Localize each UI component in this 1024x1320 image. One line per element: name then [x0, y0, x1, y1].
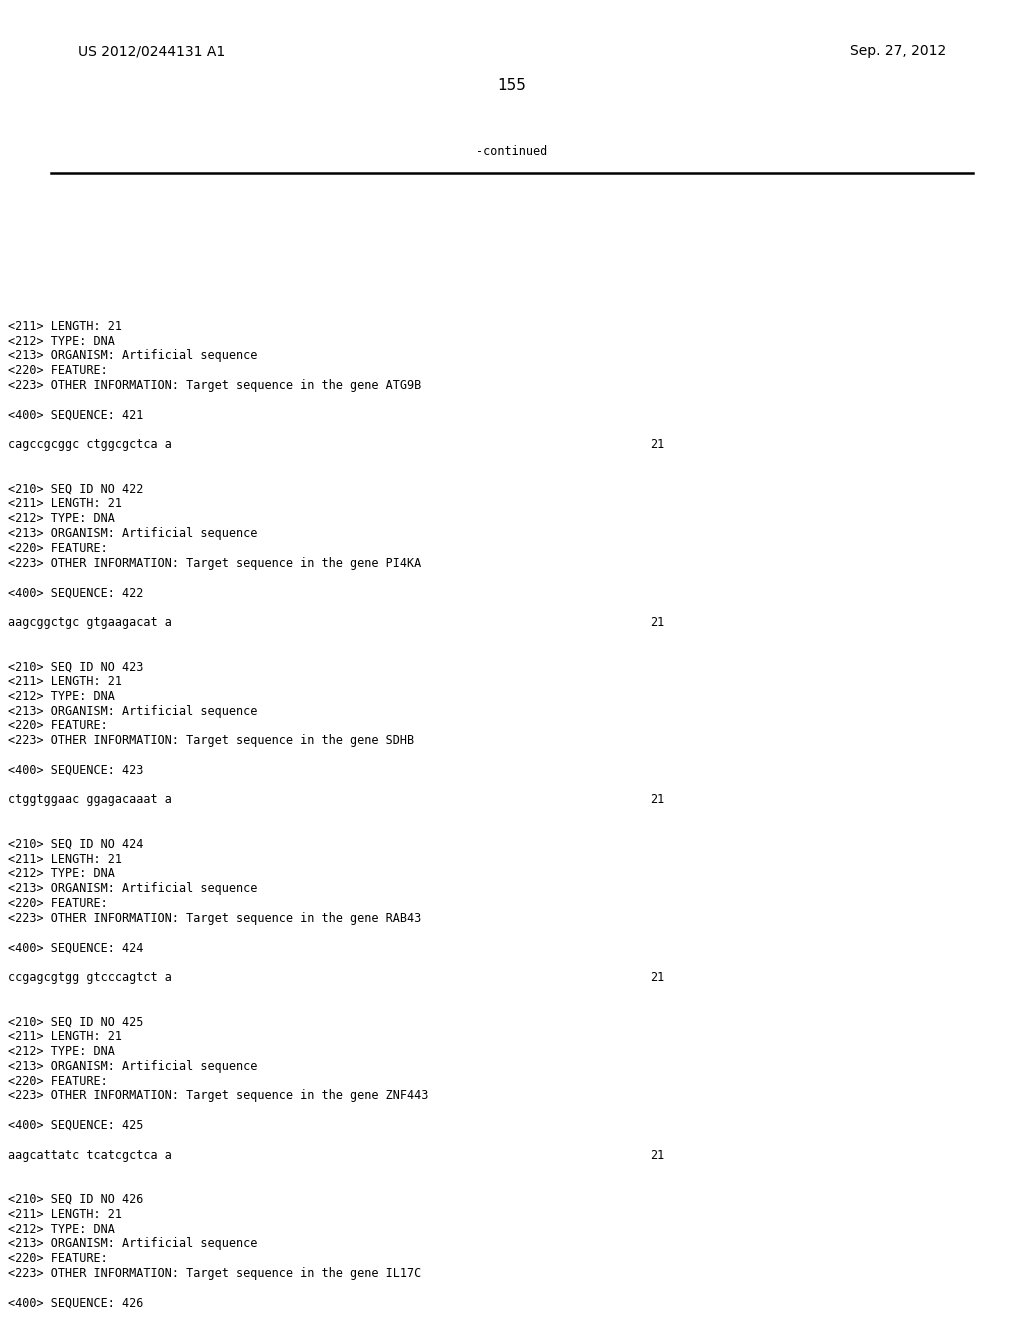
Text: <213> ORGANISM: Artificial sequence: <213> ORGANISM: Artificial sequence: [8, 882, 257, 895]
Text: <220> FEATURE:: <220> FEATURE:: [8, 1074, 108, 1088]
Text: <211> LENGTH: 21: <211> LENGTH: 21: [8, 853, 122, 866]
Text: ccgagcgtgg gtcccagtct a: ccgagcgtgg gtcccagtct a: [8, 972, 172, 983]
Text: <223> OTHER INFORMATION: Target sequence in the gene SDHB: <223> OTHER INFORMATION: Target sequence…: [8, 734, 414, 747]
Text: <220> FEATURE:: <220> FEATURE:: [8, 719, 108, 733]
Text: <210> SEQ ID NO 425: <210> SEQ ID NO 425: [8, 1015, 143, 1028]
Text: <223> OTHER INFORMATION: Target sequence in the gene IL17C: <223> OTHER INFORMATION: Target sequence…: [8, 1267, 421, 1280]
Text: <212> TYPE: DNA: <212> TYPE: DNA: [8, 867, 115, 880]
Text: 21: 21: [650, 438, 665, 451]
Text: <210> SEQ ID NO 423: <210> SEQ ID NO 423: [8, 660, 143, 673]
Text: 21: 21: [650, 793, 665, 807]
Text: Sep. 27, 2012: Sep. 27, 2012: [850, 44, 946, 58]
Text: <212> TYPE: DNA: <212> TYPE: DNA: [8, 690, 115, 702]
Text: <213> ORGANISM: Artificial sequence: <213> ORGANISM: Artificial sequence: [8, 350, 257, 363]
Text: <210> SEQ ID NO 422: <210> SEQ ID NO 422: [8, 483, 143, 495]
Text: <223> OTHER INFORMATION: Target sequence in the gene ZNF443: <223> OTHER INFORMATION: Target sequence…: [8, 1089, 428, 1102]
Text: <220> FEATURE:: <220> FEATURE:: [8, 898, 108, 909]
Text: <223> OTHER INFORMATION: Target sequence in the gene ATG9B: <223> OTHER INFORMATION: Target sequence…: [8, 379, 421, 392]
Text: <213> ORGANISM: Artificial sequence: <213> ORGANISM: Artificial sequence: [8, 705, 257, 718]
Text: <220> FEATURE:: <220> FEATURE:: [8, 1253, 108, 1265]
Text: <213> ORGANISM: Artificial sequence: <213> ORGANISM: Artificial sequence: [8, 527, 257, 540]
Text: <211> LENGTH: 21: <211> LENGTH: 21: [8, 319, 122, 333]
Text: <223> OTHER INFORMATION: Target sequence in the gene RAB43: <223> OTHER INFORMATION: Target sequence…: [8, 912, 421, 925]
Text: <210> SEQ ID NO 424: <210> SEQ ID NO 424: [8, 838, 143, 851]
Text: <211> LENGTH: 21: <211> LENGTH: 21: [8, 1208, 122, 1221]
Text: 21: 21: [650, 972, 665, 983]
Text: <400> SEQUENCE: 426: <400> SEQUENCE: 426: [8, 1296, 143, 1309]
Text: <212> TYPE: DNA: <212> TYPE: DNA: [8, 1045, 115, 1059]
Text: <211> LENGTH: 21: <211> LENGTH: 21: [8, 675, 122, 688]
Text: <400> SEQUENCE: 425: <400> SEQUENCE: 425: [8, 1119, 143, 1133]
Text: aagcggctgc gtgaagacat a: aagcggctgc gtgaagacat a: [8, 616, 172, 628]
Text: -continued: -continued: [476, 145, 548, 158]
Text: <212> TYPE: DNA: <212> TYPE: DNA: [8, 1222, 115, 1236]
Text: 155: 155: [498, 78, 526, 92]
Text: <212> TYPE: DNA: <212> TYPE: DNA: [8, 334, 115, 347]
Text: <400> SEQUENCE: 424: <400> SEQUENCE: 424: [8, 941, 143, 954]
Text: <213> ORGANISM: Artificial sequence: <213> ORGANISM: Artificial sequence: [8, 1060, 257, 1073]
Text: <400> SEQUENCE: 422: <400> SEQUENCE: 422: [8, 586, 143, 599]
Text: 21: 21: [650, 1148, 665, 1162]
Text: <223> OTHER INFORMATION: Target sequence in the gene PI4KA: <223> OTHER INFORMATION: Target sequence…: [8, 557, 421, 570]
Text: <211> LENGTH: 21: <211> LENGTH: 21: [8, 498, 122, 511]
Text: <212> TYPE: DNA: <212> TYPE: DNA: [8, 512, 115, 525]
Text: aagcattatc tcatcgctca a: aagcattatc tcatcgctca a: [8, 1148, 172, 1162]
Text: <400> SEQUENCE: 423: <400> SEQUENCE: 423: [8, 764, 143, 776]
Text: <213> ORGANISM: Artificial sequence: <213> ORGANISM: Artificial sequence: [8, 1237, 257, 1250]
Text: <211> LENGTH: 21: <211> LENGTH: 21: [8, 1030, 122, 1043]
Text: <400> SEQUENCE: 421: <400> SEQUENCE: 421: [8, 409, 143, 421]
Text: <210> SEQ ID NO 426: <210> SEQ ID NO 426: [8, 1193, 143, 1206]
Text: US 2012/0244131 A1: US 2012/0244131 A1: [78, 44, 225, 58]
Text: 21: 21: [650, 616, 665, 628]
Text: cagccgcggc ctggcgctca a: cagccgcggc ctggcgctca a: [8, 438, 172, 451]
Text: <220> FEATURE:: <220> FEATURE:: [8, 541, 108, 554]
Text: <220> FEATURE:: <220> FEATURE:: [8, 364, 108, 378]
Text: ctggtggaac ggagacaaat a: ctggtggaac ggagacaaat a: [8, 793, 172, 807]
